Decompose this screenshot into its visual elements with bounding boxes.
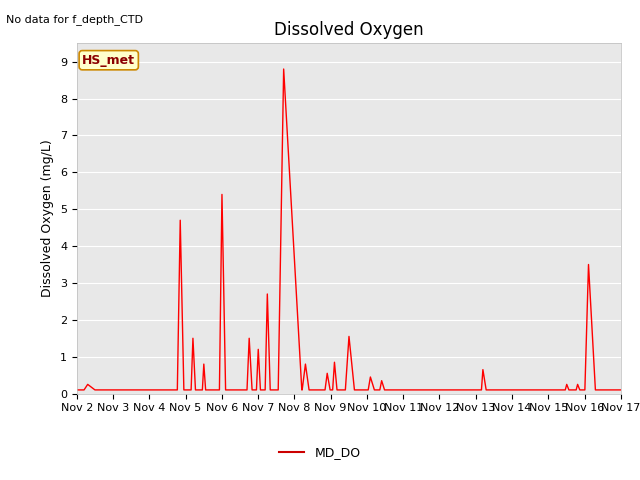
Y-axis label: Dissolved Oxygen (mg/L): Dissolved Oxygen (mg/L) — [42, 140, 54, 297]
Text: No data for f_depth_CTD: No data for f_depth_CTD — [6, 14, 143, 25]
Title: Dissolved Oxygen: Dissolved Oxygen — [274, 21, 424, 39]
Text: HS_met: HS_met — [82, 54, 135, 67]
Legend: MD_DO: MD_DO — [275, 441, 365, 464]
